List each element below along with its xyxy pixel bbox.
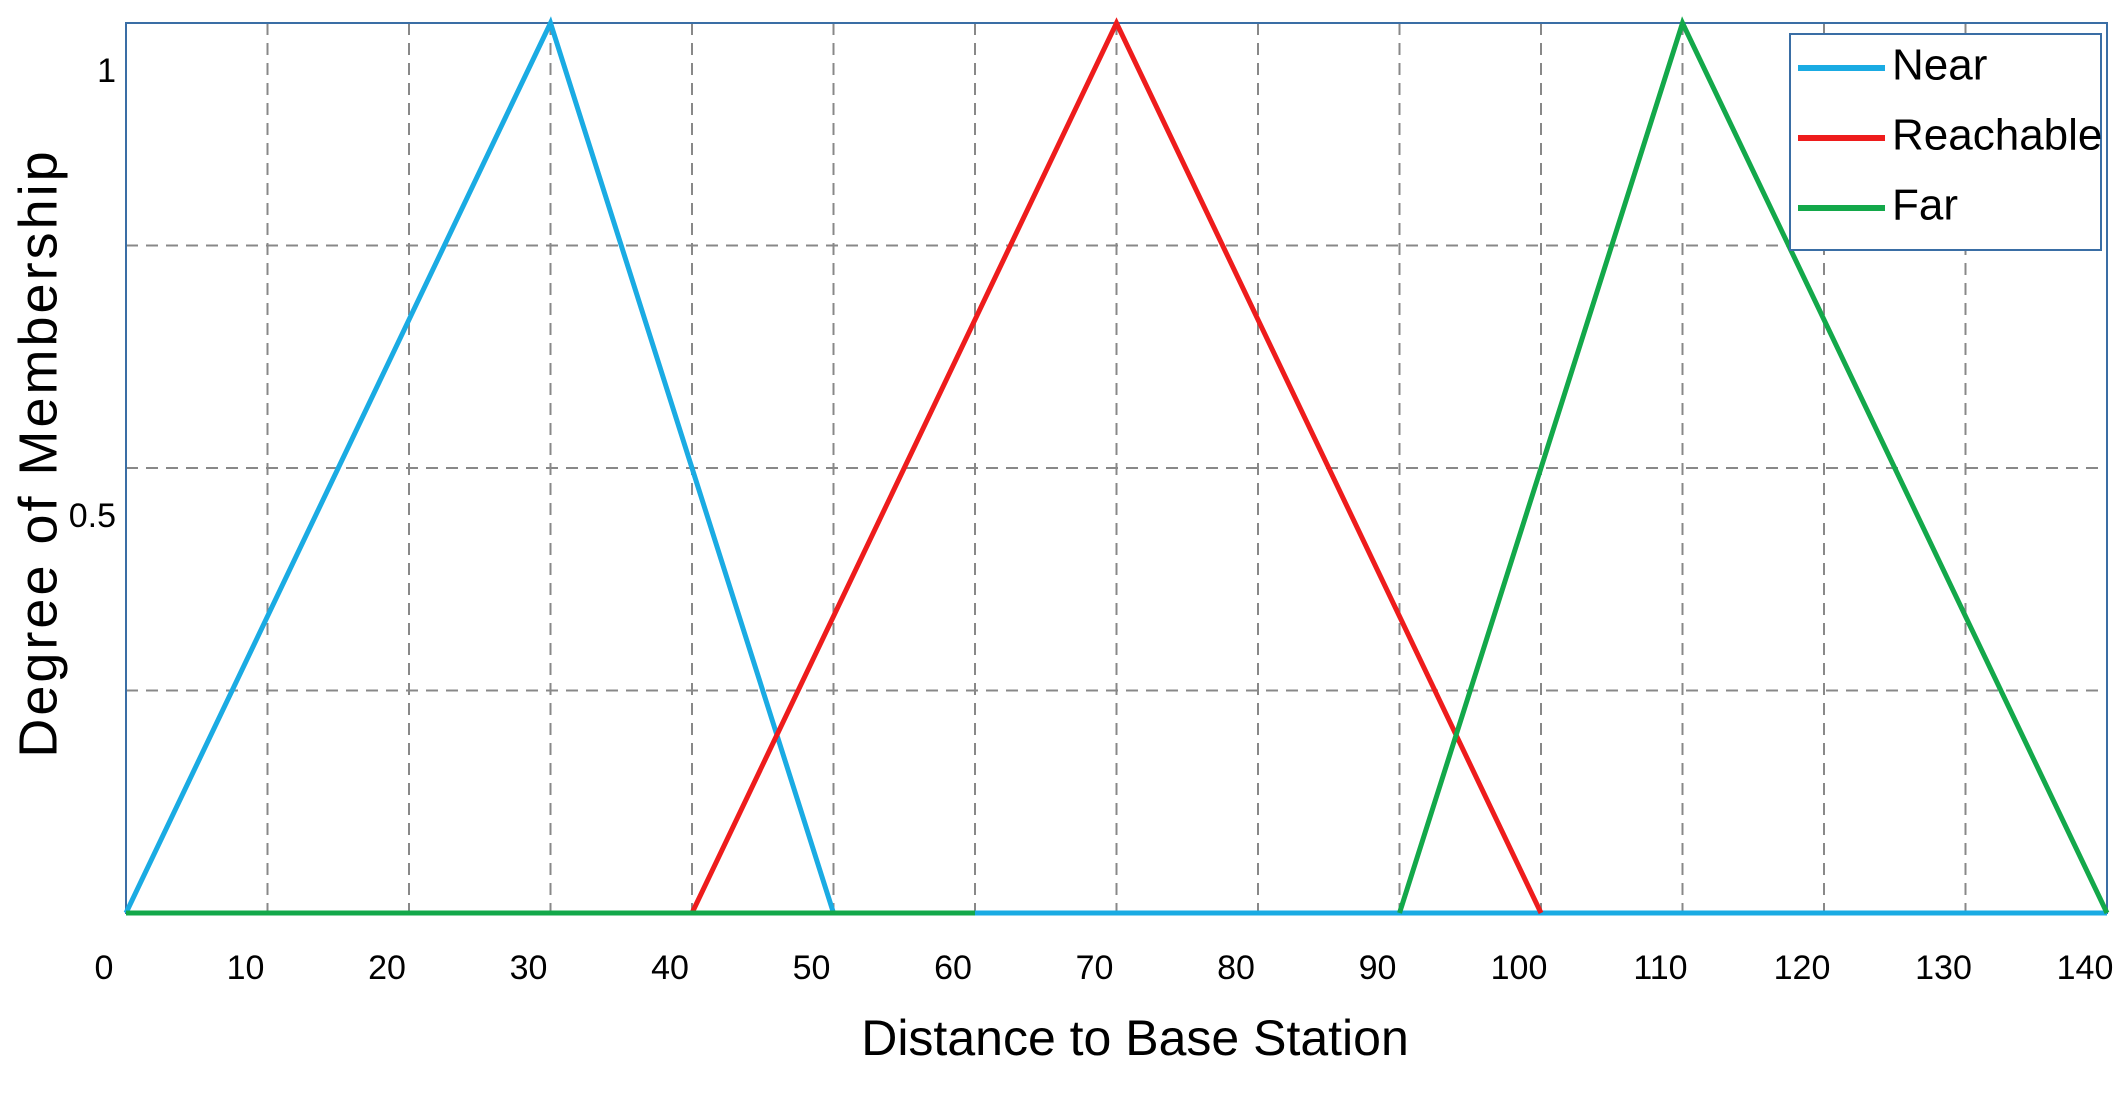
- x-tick-label: 30: [510, 949, 548, 987]
- y-tick-label: 1: [97, 52, 116, 90]
- y-axis-label: Degree of Membership: [8, 148, 68, 757]
- series-line: [689, 17, 1544, 915]
- x-tick-label: 90: [1359, 949, 1397, 987]
- x-axis-label: Distance to Base Station: [861, 1010, 1409, 1066]
- legend-box: [1789, 33, 2102, 251]
- x-tick-label: 140: [2057, 949, 2114, 987]
- x-tick-label: 70: [1076, 949, 1114, 987]
- x-tick-label: 50: [793, 949, 831, 987]
- x-tick-label: 10: [227, 949, 265, 987]
- x-tick-label: 110: [1633, 949, 1687, 987]
- x-tick-label: 120: [1774, 949, 1831, 987]
- y-tick-label: 0.5: [69, 497, 116, 535]
- x-tick-label: 80: [1217, 949, 1255, 987]
- legend-label: Near: [1892, 41, 1987, 90]
- series-line: [126, 16, 2110, 916]
- x-tick-label: 0: [95, 949, 114, 987]
- x-tick-label: 40: [651, 949, 689, 987]
- legend-label: Reachable: [1892, 111, 2102, 160]
- x-tick-label: 130: [1915, 949, 1972, 987]
- x-tick-label: 60: [934, 949, 972, 987]
- x-tick-label: 100: [1491, 949, 1548, 987]
- x-tick-label: 20: [368, 949, 406, 987]
- legend-label: Far: [1892, 181, 1958, 230]
